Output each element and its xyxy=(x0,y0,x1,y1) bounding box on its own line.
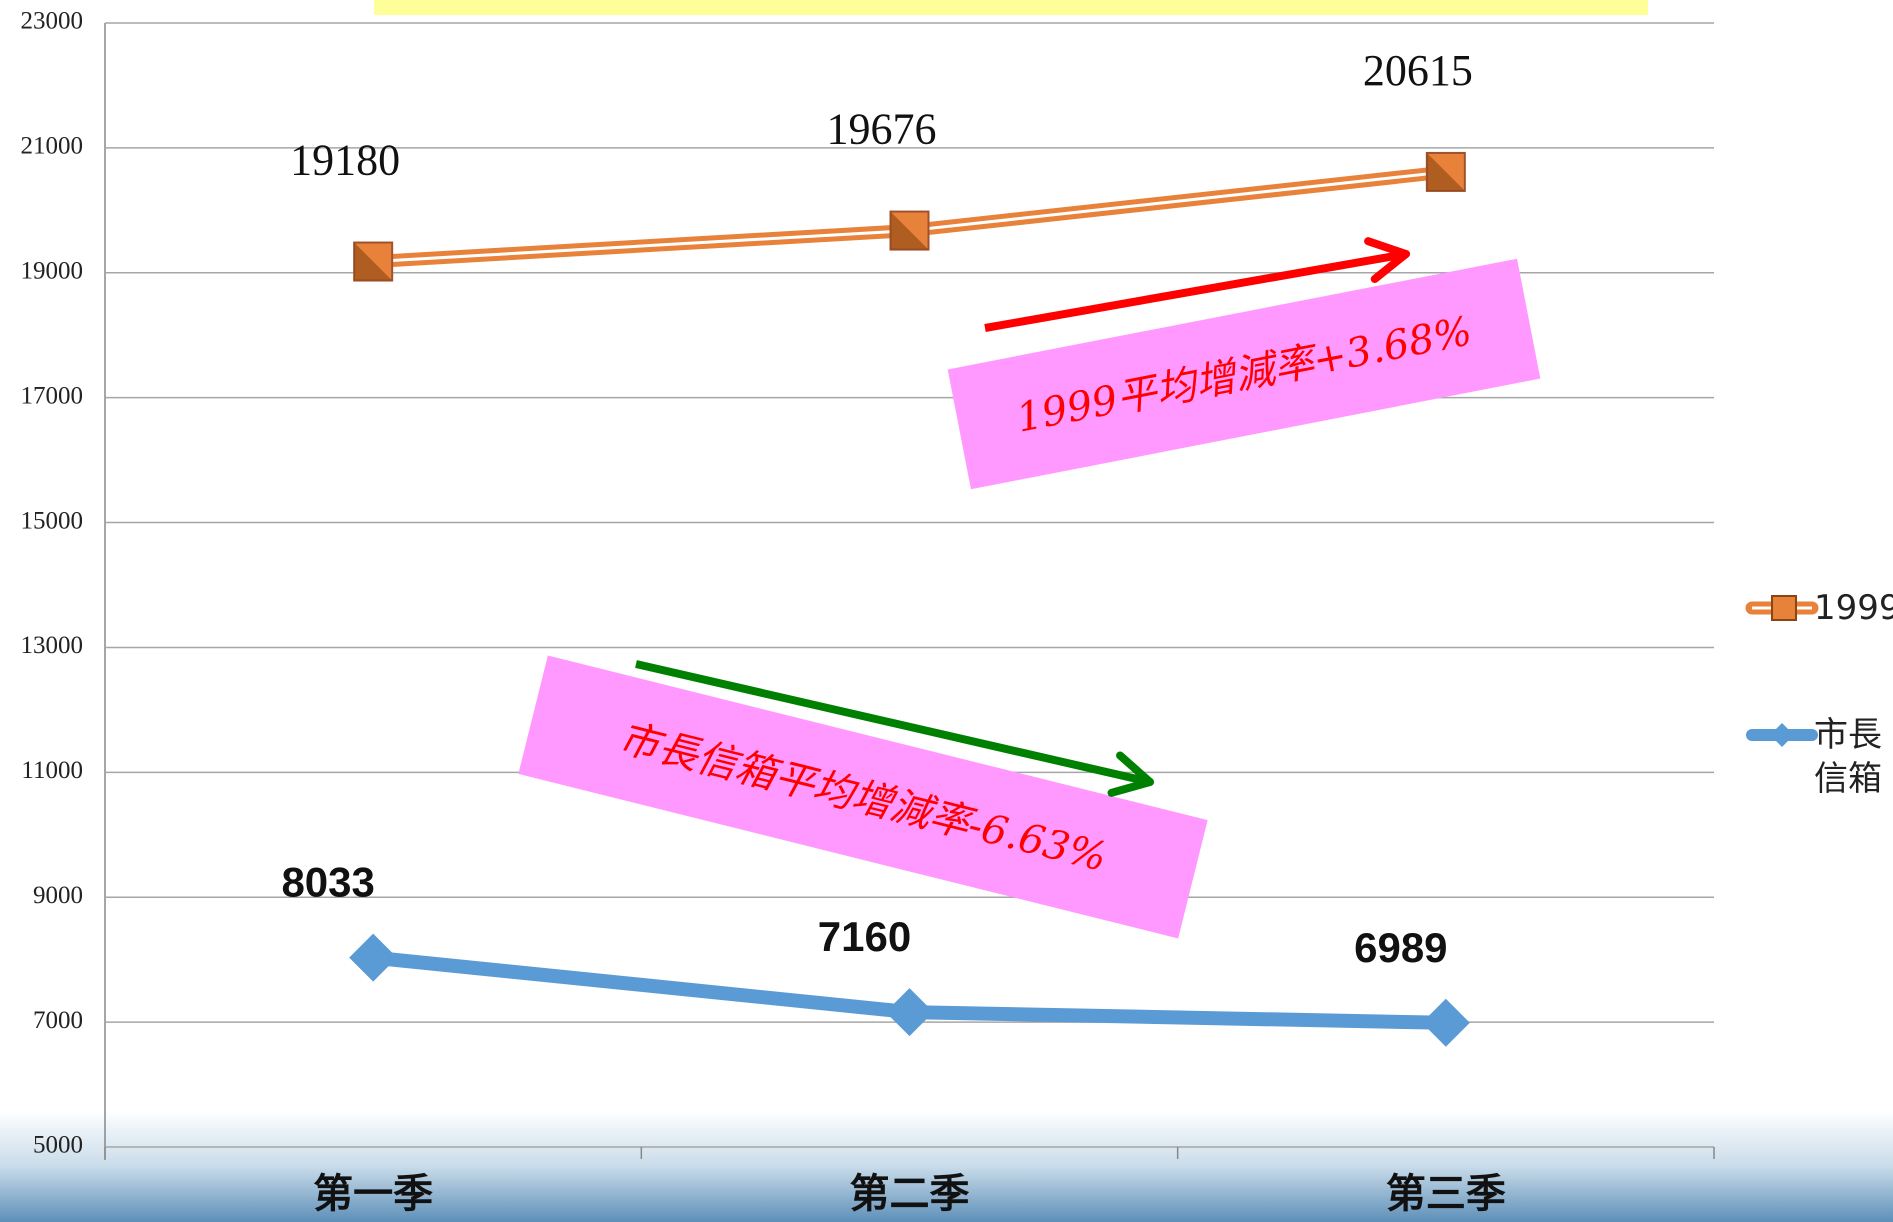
y-tick-label: 9000 xyxy=(33,882,83,909)
annotation: 市長信箱平均增減率-6.63% xyxy=(518,655,1208,939)
data-label: 20615 xyxy=(1363,46,1473,95)
marker xyxy=(1421,998,1470,1047)
x-tick-label: 第二季 xyxy=(850,1170,970,1217)
data-label: 6989 xyxy=(1354,924,1447,971)
y-tick-label: 13000 xyxy=(21,632,84,659)
footer-background xyxy=(0,1110,1893,1222)
trend-arrow-head xyxy=(1364,237,1410,258)
trend-arrow xyxy=(635,660,1151,786)
x-tick-label: 第三季 xyxy=(1386,1170,1506,1217)
trend-arrow-head xyxy=(1370,250,1410,283)
x-tick-label: 第一季 xyxy=(313,1170,433,1217)
marker-shade xyxy=(354,242,393,281)
y-tick-label: 19000 xyxy=(21,258,84,285)
marker-shade xyxy=(1426,152,1465,191)
y-tick-label: 7000 xyxy=(33,1007,83,1034)
data-label: 7160 xyxy=(818,913,911,960)
y-tick-label: 5000 xyxy=(33,1132,83,1159)
y-tick-label: 21000 xyxy=(21,133,84,160)
y-tick-label: 15000 xyxy=(21,507,84,534)
trend-arrow-head xyxy=(1116,751,1154,786)
data-label: 8033 xyxy=(281,859,374,906)
annotation-box xyxy=(518,655,1208,939)
legend-label: 市長信箱 xyxy=(1814,715,1882,799)
data-label: 19676 xyxy=(827,105,937,154)
y-tick-label: 23000 xyxy=(21,8,84,35)
marker xyxy=(885,988,934,1037)
marker xyxy=(349,933,398,982)
y-tick-label: 17000 xyxy=(21,382,84,409)
y-tick-label: 11000 xyxy=(21,757,83,784)
header-box xyxy=(374,0,1648,15)
legend-label: 1999 xyxy=(1814,588,1893,628)
legend-marker xyxy=(1771,595,1797,621)
annotation: 1999平均增減率+3.68% xyxy=(947,258,1541,490)
legend-marker xyxy=(1770,723,1794,747)
annotation-box xyxy=(947,258,1541,490)
trend-arrow xyxy=(984,250,1407,332)
data-label: 19180 xyxy=(290,136,400,185)
marker-shade xyxy=(890,211,929,250)
trend-arrow-head xyxy=(1107,778,1154,797)
